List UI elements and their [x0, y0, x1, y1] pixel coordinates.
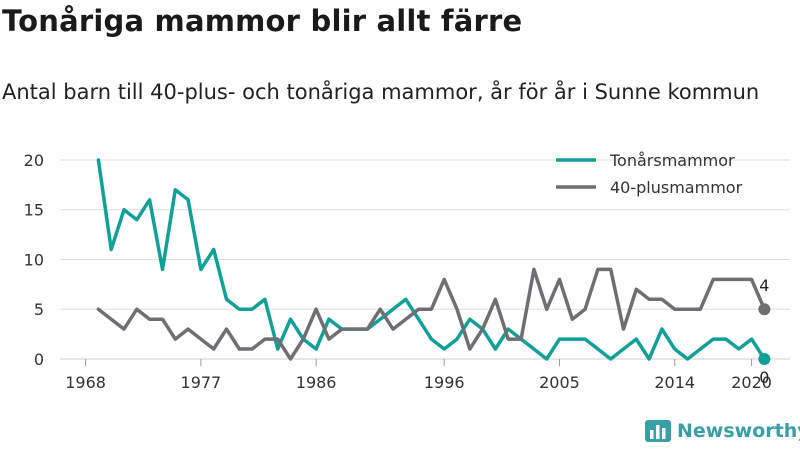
y-axis-ticks: 0 5 10 15 20 [24, 151, 44, 369]
x-tick-label: 2020 [731, 373, 772, 392]
x-tick-label: 2014 [654, 373, 695, 392]
y-tick-label: 0 [34, 350, 44, 369]
y-tick-label: 15 [24, 201, 44, 220]
newsworthy-brand: Newsworthy [645, 418, 800, 444]
legend-label: 40-plusmammor [610, 178, 743, 197]
legend: Tonårsmammor 40-plusmammor [556, 151, 743, 197]
legend-label: Tonårsmammor [609, 151, 735, 170]
end-value-label: 4 [759, 276, 769, 295]
grid-lines [60, 159, 790, 360]
x-tick-label: 1986 [296, 373, 337, 392]
chart-title: Tonåriga mammor blir allt färre [2, 4, 523, 38]
x-tick-label: 1968 [65, 373, 106, 392]
end-point-marker [758, 303, 771, 316]
brand-name: Newsworthy [677, 420, 800, 442]
chart-subtitle: Antal barn till 40-plus- och tonåriga ma… [2, 80, 760, 104]
y-tick-label: 10 [24, 250, 44, 269]
x-tick-label: 1996 [424, 373, 465, 392]
y-tick-label: 20 [24, 151, 44, 170]
series-line-tonarsmammor [96, 158, 767, 361]
series-line-40-plusmammor [96, 267, 767, 361]
x-tick-label: 1977 [181, 373, 222, 392]
end-labels: 04 [758, 276, 771, 387]
x-tick-label: 2005 [539, 373, 580, 392]
y-tick-label: 5 [34, 300, 44, 319]
end-value-label: 0 [759, 368, 769, 387]
end-point-marker [758, 353, 771, 365]
x-axis-ticks: 1968 1977 1986 1996 2005 2014 2020 [65, 359, 772, 392]
bar-chart-logo-icon [645, 420, 671, 442]
series-lines [96, 158, 767, 361]
